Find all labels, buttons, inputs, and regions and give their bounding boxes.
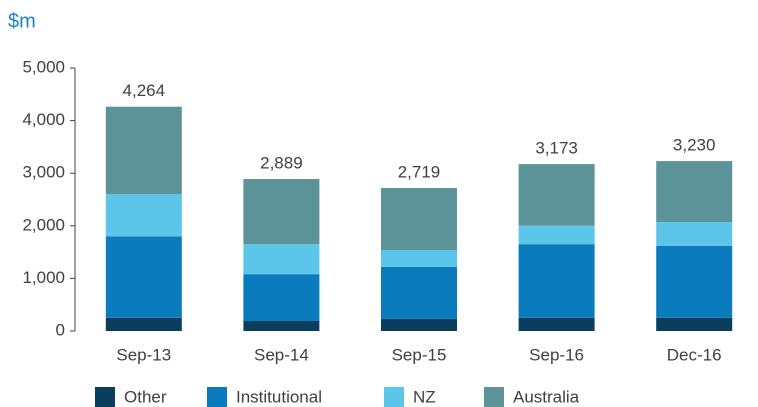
bar-segment	[381, 187, 457, 250]
total-label: 4,264	[123, 81, 166, 100]
x-tick-label: Dec-16	[667, 345, 722, 364]
legend-label: NZ	[413, 387, 436, 406]
x-tick-label: Sep-14	[254, 345, 309, 364]
bar-segment	[518, 164, 595, 226]
x-tick-label: Sep-13	[116, 345, 171, 364]
bar-segment	[381, 318, 457, 331]
y-tick-label: 3,000	[22, 163, 65, 182]
legend-swatch	[207, 387, 227, 407]
bar-segment	[243, 274, 320, 322]
legend-swatch	[384, 387, 404, 407]
legend-swatch	[95, 387, 115, 407]
bar-segment	[656, 222, 733, 246]
legend-swatch	[484, 387, 504, 407]
legend-label: Institutional	[236, 387, 322, 406]
bar-segment	[105, 106, 182, 195]
total-label: 2,719	[398, 162, 441, 181]
y-tick-label: 0	[56, 320, 65, 339]
total-label: 3,173	[535, 139, 578, 158]
y-tick-label: 2,000	[22, 215, 65, 234]
bar-segment	[243, 244, 320, 275]
total-label: 2,889	[260, 154, 303, 173]
bar-segment	[105, 236, 182, 318]
bar-segment	[518, 317, 595, 331]
y-tick-label: 1,000	[22, 268, 65, 287]
bar-segment	[381, 249, 457, 267]
y-tick-label: 5,000	[22, 57, 65, 76]
bar-segment	[518, 225, 595, 245]
y-tick-label: 4,000	[22, 110, 65, 129]
bar-segment	[518, 244, 595, 318]
y-axis-label: $m	[8, 10, 36, 32]
x-tick-label: Sep-15	[392, 345, 447, 364]
bar-segment	[381, 266, 457, 319]
legend-label: Other	[124, 387, 167, 406]
bar-segment	[656, 161, 733, 223]
bar-segment	[243, 179, 320, 245]
bar-segment	[105, 317, 182, 331]
x-tick-label: Sep-16	[529, 345, 584, 364]
legend-label: Australia	[513, 387, 580, 406]
bar-segment	[656, 317, 733, 331]
bar-segment	[243, 321, 320, 331]
bar-segment	[656, 245, 733, 318]
total-label: 3,230	[673, 136, 716, 155]
bar-segment	[105, 194, 182, 237]
